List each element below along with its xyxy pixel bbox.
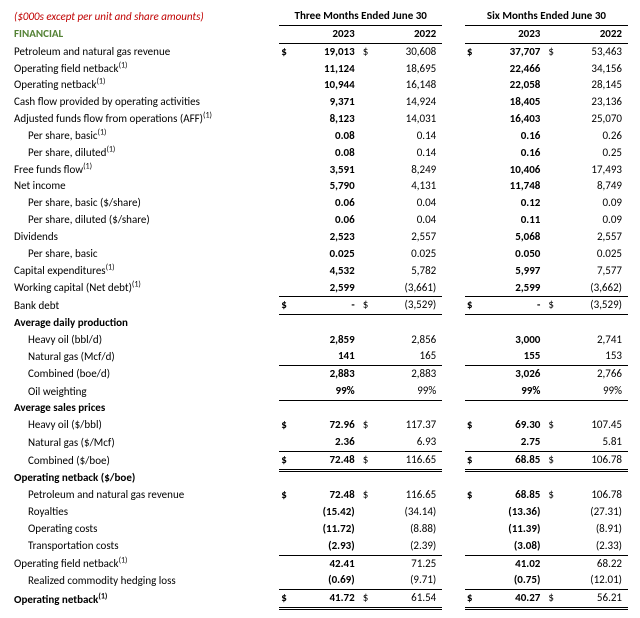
header-groups: ($000s except per unit and share amounts… <box>12 8 628 25</box>
row-nb-field-netback: Operating field netback(1) 42.41 71.25 4… <box>12 555 628 572</box>
row-ni-basic: Per share, basic ($/share) 0.06 0.04 0.1… <box>12 195 628 212</box>
row-free-funds-flow: Free funds flow(1) 3,591 8,249 10,406 17… <box>12 162 628 179</box>
row-nat-gas-prod: Natural gas (Mcf/d) 141 165 155 153 <box>12 348 628 365</box>
row-nb-hedging: Realized commodity hedging loss (0.69) (… <box>12 572 628 589</box>
section-op-netback: Operating netback ($/boe) <box>12 470 279 487</box>
row-nb-royalties: Royalties (15.42) (34.14) (13.36) (27.31… <box>12 504 628 521</box>
row-capex: Capital expenditures(1) 4,532 5,782 5,99… <box>12 263 628 280</box>
year-2022-a: 2022 <box>361 25 443 43</box>
row-combined-prod: Combined (boe/d) 2,883 2,883 3,026 2,766 <box>12 366 628 383</box>
header-years: FINANCIAL 2023 2022 2023 2022 <box>12 25 628 43</box>
section-avg-prices: Average sales prices <box>12 400 279 417</box>
row-bank-debt: Bank debt $- $(3,529) $- $(3,529) <box>12 297 628 315</box>
row-aff: Adjusted funds flow from operations (AFF… <box>12 111 628 128</box>
row-section-prices: Average sales prices <box>12 400 628 417</box>
label: Petroleum and natural gas revenue <box>12 43 279 60</box>
row-price-heavy-oil: Heavy oil ($/bbl) $72.96 $117.37 $69.30 … <box>12 417 628 434</box>
row-net-income: Net income 5,790 4,131 11,748 8,749 <box>12 178 628 195</box>
row-aff-diluted: Per share, diluted(1) 0.08 0.14 0.16 0.2… <box>12 145 628 162</box>
year-2022-b: 2022 <box>546 25 628 43</box>
row-price-combined: Combined ($/boe) $72.48 $116.65 $68.85 $… <box>12 451 628 470</box>
header-six-months: Six Months Ended June 30 <box>465 8 628 25</box>
row-section-netback: Operating netback ($/boe) <box>12 470 628 487</box>
row-heavy-oil-prod: Heavy oil (bbl/d) 2,859 2,856 3,000 2,74… <box>12 332 628 349</box>
financial-table: ($000s except per unit and share amounts… <box>12 8 628 610</box>
row-revenue: Petroleum and natural gas revenue $19,01… <box>12 43 628 60</box>
row-oil-weighting: Oil weighting 99% 99% 99% 99% <box>12 383 628 400</box>
row-operating-netback: Operating netback(1) 10,944 16,148 22,05… <box>12 77 628 94</box>
row-aff-basic: Per share, basic(1) 0.08 0.14 0.16 0.26 <box>12 128 628 145</box>
row-ni-diluted: Per share, diluted ($/share) 0.06 0.04 0… <box>12 212 628 229</box>
year-2023-b: 2023 <box>465 25 547 43</box>
row-nb-opcosts: Operating costs (11.72) (8.88) (11.39) (… <box>12 521 628 538</box>
section-avg-production: Average daily production <box>12 315 279 332</box>
row-nb-operating-netback: Operating netback(1) $41.72 $61.54 $40.2… <box>12 590 628 609</box>
row-working-capital: Working capital (Net debt)(1) 2,599 (3,6… <box>12 280 628 297</box>
row-nb-transport: Transportation costs (2.93) (2.39) (3.08… <box>12 538 628 555</box>
row-section-production: Average daily production <box>12 315 628 332</box>
row-dividends: Dividends 2,523 2,557 5,068 2,557 <box>12 229 628 246</box>
row-nb-revenue: Petroleum and natural gas revenue $72.48… <box>12 487 628 504</box>
section-financial: FINANCIAL <box>12 25 279 43</box>
header-three-months: Three Months Ended June 30 <box>279 8 442 25</box>
year-2023-a: 2023 <box>279 25 361 43</box>
table-note: ($000s except per unit and share amounts… <box>12 8 279 25</box>
row-price-nat-gas: Natural gas ($/Mcf) 2.36 6.93 2.75 5.81 <box>12 434 628 451</box>
row-operating-field-netback: Operating field netback(1) 11,124 18,695… <box>12 61 628 78</box>
row-cash-flow-ops: Cash flow provided by operating activiti… <box>12 94 628 111</box>
row-div-basic: Per share, basic 0.025 0.025 0.050 0.025 <box>12 246 628 263</box>
